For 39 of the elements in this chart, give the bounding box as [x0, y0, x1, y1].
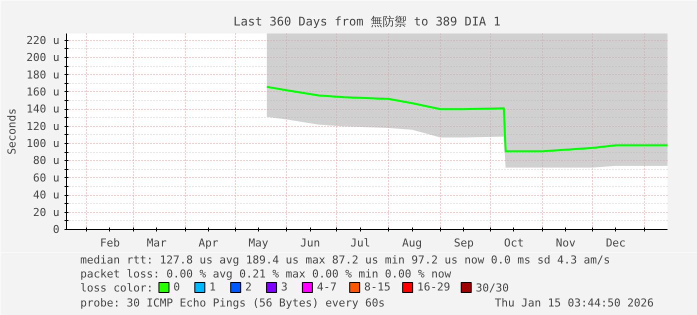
legend-label: 16-29: [417, 280, 450, 294]
x-tick-label: May: [248, 236, 269, 250]
x-tick-label: Apr: [198, 236, 219, 250]
legend-label: 0: [173, 280, 180, 294]
line-series: [266, 86, 668, 152]
y-tick-label: 0: [52, 223, 60, 236]
text: packet loss: 0.00 % avg 0.21 % max 0.00 % min 0.00 % now: [80, 268, 452, 280]
x-tick-label: Dec: [606, 236, 626, 250]
text: probe: 30 ICMP Echo Pings (56 Bytes) every 60s: [80, 296, 385, 310]
legend-label: 4-7: [316, 280, 337, 294]
x-tick-label: Nov: [556, 236, 576, 250]
legend-label: 8-15: [364, 280, 391, 294]
y-axis-title: Seconds: [5, 108, 18, 155]
x-tick-label: Aug: [402, 236, 422, 250]
y-tick-label: 60 u: [33, 171, 60, 184]
x-tick-label: Jul: [350, 236, 370, 250]
y-tick-label: 40 u: [33, 188, 60, 202]
y-tick-label: 80 u: [33, 154, 60, 168]
x-tick-label: Jun: [300, 236, 320, 250]
y-tick-label: 160 u: [26, 85, 60, 98]
chart-title: Last 360 Days from 無防禦 to 389 DIA 1: [233, 14, 501, 28]
x-tick-label: Feb: [100, 236, 120, 250]
legend-label: 2: [245, 280, 252, 294]
y-tick-label: 20 u: [33, 206, 60, 219]
y-tick-label: 140 u: [26, 102, 60, 116]
text: median rtt: 127.8 us avg 189.4 us max 87.2 us min 97.2 us now 0.0 ms sd 4.3 am/s: [80, 254, 610, 266]
legend-label: 3: [281, 280, 288, 294]
legend-label: 1: [209, 280, 216, 294]
x-tick-label: Mar: [146, 236, 167, 250]
y-tick-label: 100 u: [26, 137, 60, 150]
x-tick-label: Sep: [454, 236, 474, 250]
legend-title: loss color:: [80, 282, 154, 294]
x-tick-label: Oct: [504, 236, 524, 250]
y-tick-label: 180 u: [26, 68, 60, 82]
y-tick-label: 120 u: [26, 120, 60, 133]
text: Thu Jan 15 03:44:50 2026: [494, 296, 654, 310]
y-tick-label: 220 u: [26, 34, 60, 47]
y-tick-label: 200 u: [26, 51, 60, 64]
legend-label: 30/30: [476, 282, 509, 294]
